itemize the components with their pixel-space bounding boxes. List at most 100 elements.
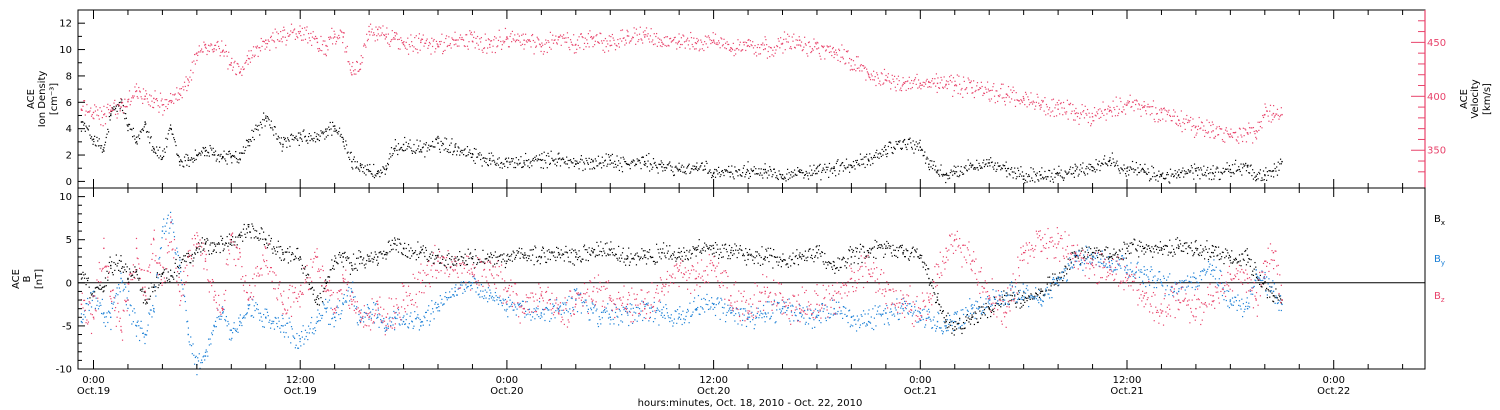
bx-point	[1024, 301, 1026, 303]
velocity-point	[997, 100, 999, 103]
bx-point	[300, 258, 302, 260]
ion-density-point	[183, 156, 186, 158]
bx-point	[236, 244, 238, 246]
ion-density-point	[1277, 161, 1279, 163]
velocity-point	[294, 28, 296, 30]
ion-density-point	[481, 165, 483, 167]
ion-density-point	[644, 164, 646, 166]
velocity-point	[490, 40, 492, 42]
velocity-point	[622, 37, 624, 40]
velocity-point	[764, 36, 766, 38]
bx-point	[432, 262, 434, 264]
velocity-point	[919, 84, 921, 86]
velocity-point	[614, 43, 616, 45]
ion-density-point	[773, 168, 775, 170]
velocity-point	[922, 81, 924, 83]
velocity-point	[1204, 129, 1206, 132]
velocity-point	[407, 53, 410, 55]
velocity-point	[84, 114, 86, 116]
velocity-point	[249, 61, 252, 63]
velocity-point	[1229, 133, 1232, 135]
bx-point	[266, 242, 268, 244]
velocity-point	[271, 39, 273, 41]
bx-point	[476, 262, 479, 264]
ion-density-point	[338, 127, 341, 129]
ion-density-point	[695, 168, 697, 170]
velocity-point	[204, 43, 207, 46]
velocity-point	[230, 62, 233, 64]
bx-point	[902, 253, 904, 255]
ion-density-point	[155, 152, 157, 155]
ion-density-point	[1028, 175, 1031, 177]
bx-point	[1048, 289, 1050, 291]
ion-density-point	[1211, 172, 1213, 174]
velocity-point	[777, 38, 779, 40]
velocity-point	[270, 35, 272, 37]
ion-density-point	[454, 146, 456, 148]
bx-point	[249, 231, 251, 233]
bx-point	[509, 259, 511, 261]
bx-point	[200, 242, 203, 244]
bx-point	[632, 257, 634, 259]
ion-density-point	[104, 144, 106, 146]
bx-point	[817, 249, 820, 251]
bx-point	[434, 258, 436, 260]
ion-density-point	[1182, 167, 1184, 169]
bx-point	[416, 253, 418, 256]
ion-density-point	[640, 168, 642, 170]
velocity-point	[1236, 140, 1238, 142]
ion-density-point	[601, 156, 603, 158]
velocity-point	[823, 45, 825, 47]
ion-density-point	[135, 136, 138, 138]
ion-density-point	[841, 162, 843, 164]
bx-point	[819, 253, 821, 255]
velocity-point	[661, 41, 663, 44]
bx-point	[986, 316, 989, 319]
bx-point	[629, 261, 631, 263]
ion-density-point	[1006, 176, 1008, 178]
bx-point	[1017, 293, 1019, 295]
bx-point	[414, 251, 416, 254]
velocity-point	[1080, 113, 1082, 116]
velocity-point	[688, 40, 690, 42]
ion-density-point	[735, 170, 737, 172]
velocity-point	[456, 39, 458, 41]
velocity-point	[1218, 125, 1220, 128]
velocity-point	[940, 76, 942, 79]
velocity-point	[628, 42, 631, 44]
ion-density-point	[379, 176, 381, 178]
velocity-point	[1019, 103, 1021, 105]
ion-density-point	[164, 151, 166, 153]
ion-density-point	[645, 163, 647, 165]
velocity-point	[921, 84, 923, 86]
bx-point	[721, 256, 723, 259]
bx-point	[348, 257, 350, 259]
ion-density-point	[1069, 168, 1071, 171]
bx-point	[407, 256, 409, 258]
bx-point	[1097, 256, 1099, 259]
top-panel-time-ticks	[93, 10, 1404, 188]
ion-density-point	[109, 119, 111, 121]
ion-density-point	[1226, 162, 1228, 164]
velocity-point	[213, 50, 215, 52]
ion-density-point	[1164, 178, 1166, 180]
bx-point	[594, 256, 596, 258]
bx-point	[1108, 257, 1110, 259]
ion-density-point	[315, 135, 317, 138]
bx-point	[614, 255, 616, 257]
velocity-point	[718, 40, 720, 42]
velocity-point	[1040, 104, 1042, 106]
ion-density-point	[384, 173, 386, 175]
velocity-point	[887, 73, 889, 75]
ion-density-point	[123, 112, 125, 114]
velocity-point	[1196, 132, 1198, 134]
velocity-point	[1022, 95, 1024, 98]
velocity-point	[782, 52, 784, 54]
velocity-point	[1210, 131, 1213, 133]
velocity-tick-label: 350	[1427, 146, 1446, 157]
velocity-point	[1205, 132, 1207, 134]
ion-density-point	[599, 162, 601, 164]
bx-point	[391, 239, 393, 241]
velocity-point	[110, 110, 112, 113]
bx-point	[904, 256, 907, 258]
